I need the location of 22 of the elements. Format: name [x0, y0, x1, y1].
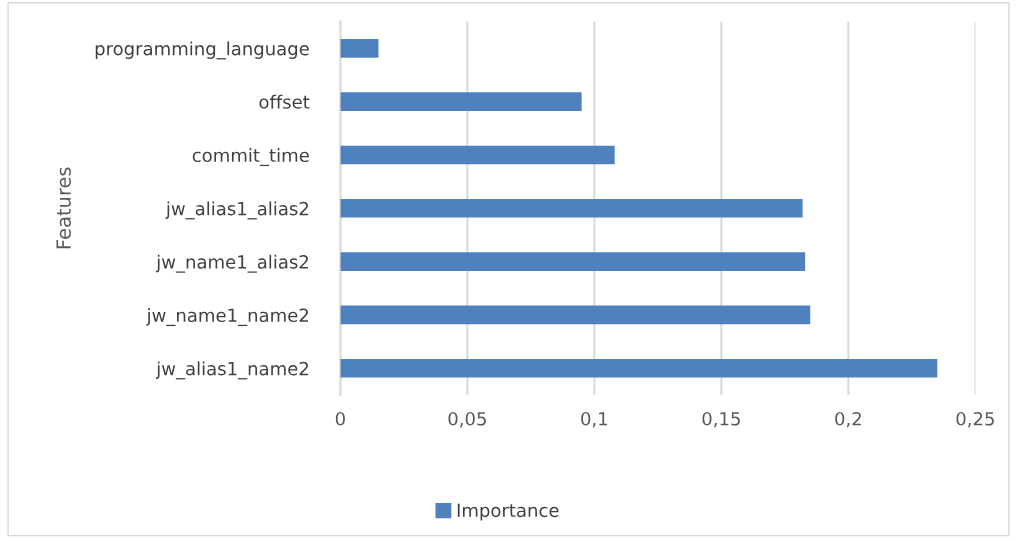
y-tick-label: commit_time [192, 148, 309, 167]
legend-label: Importance [457, 503, 559, 521]
bar [340, 252, 806, 271]
x-tick-label: 0,2 [835, 411, 861, 428]
y-tick-label: offset [259, 94, 310, 109]
bar [340, 145, 615, 165]
bar [340, 92, 582, 111]
y-tick-label: jw_name1_alias2 [155, 254, 308, 273]
x-tick-label: 0,25 [956, 411, 994, 428]
bar [340, 38, 379, 58]
x-tick-label: 0,1 [581, 411, 608, 428]
y-tick-label: jw_name1_name2 [146, 308, 308, 327]
x-tick-label: 0,15 [702, 411, 740, 428]
y-tick-label: jw_alias1_name2 [155, 361, 308, 380]
bar [340, 198, 803, 218]
y-tick-label: programming_language [95, 41, 309, 60]
y-tick-label: jw_alias1_alias2 [165, 201, 308, 220]
y-axis-title: Features [56, 167, 71, 249]
x-tick-label: 0 [335, 411, 345, 426]
x-tick-label: 0,05 [448, 411, 486, 428]
bar [340, 358, 938, 378]
bar [340, 305, 811, 325]
